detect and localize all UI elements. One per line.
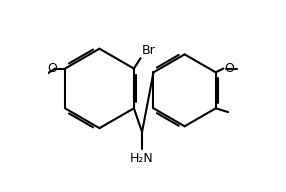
Text: O: O [47,62,57,75]
Text: Br: Br [142,44,155,57]
Text: O: O [224,62,234,75]
Text: H₂N: H₂N [130,152,154,165]
